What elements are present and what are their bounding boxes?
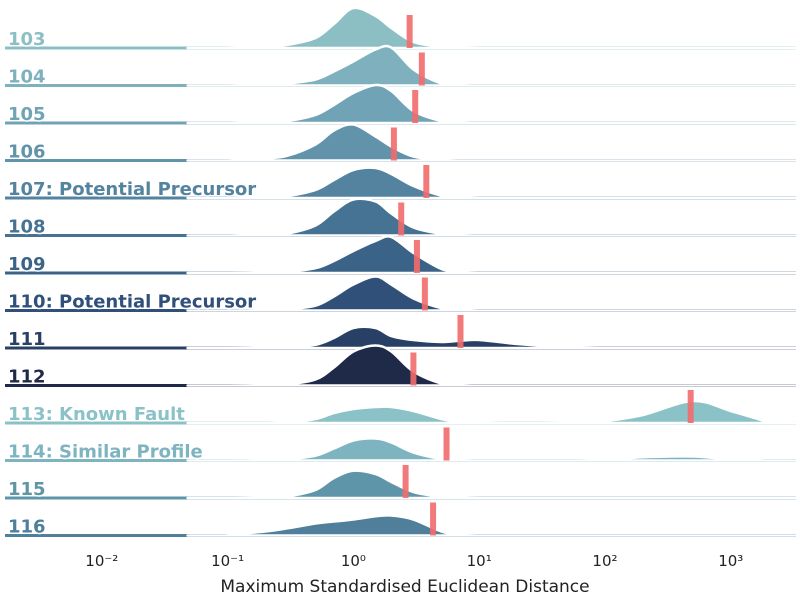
ridge-row: 110: Potential Precursor: [5, 275, 796, 314]
x-axis: 10⁻² 10⁻¹ 10⁰ 10¹ 10² 10³: [85, 552, 743, 570]
row-label: 111: [8, 329, 46, 350]
ridge-row: 113: Known Fault: [5, 390, 796, 427]
threshold-marker: [402, 465, 409, 498]
density-ridge: [186, 197, 796, 237]
density-ridge: [186, 514, 796, 537]
x-tick-label: 10³: [718, 552, 743, 570]
row-label: 116: [8, 517, 46, 538]
x-tick-label: 10¹: [467, 552, 492, 570]
density-ridge: [186, 235, 796, 275]
ridge-row: 107: Potential Precursor: [5, 165, 796, 202]
row-label: 107: Potential Precursor: [8, 179, 256, 200]
threshold-marker: [412, 90, 419, 123]
threshold-marker: [421, 277, 428, 311]
row-label: 104: [8, 67, 46, 88]
ridge-row: 105: [5, 83, 796, 127]
threshold-marker: [406, 15, 413, 48]
ridge-row: 109: [5, 235, 796, 277]
ridge-row: 112: [5, 344, 796, 389]
ridge-row: 108: [5, 197, 796, 239]
x-tick-label: 10⁻²: [85, 552, 118, 570]
density-ridge: [186, 399, 796, 425]
x-tick-label: 10⁻¹: [211, 552, 244, 570]
row-label: 105: [8, 104, 46, 125]
density-ridge: [186, 123, 796, 162]
density-ridge: [186, 344, 796, 387]
density-ridge: [186, 275, 796, 312]
row-label: 109: [8, 254, 46, 275]
row-label: 110: Potential Precursor: [8, 292, 256, 313]
ridge-row: 115: [5, 465, 796, 502]
ridges: 103 104 105 106 107: Potential Precursor 108 1…: [5, 6, 796, 539]
density-ridge: [186, 437, 796, 462]
row-label: 112: [8, 367, 46, 388]
x-tick-label: 10²: [592, 552, 617, 570]
density-ridge: [186, 469, 796, 500]
threshold-marker: [390, 127, 397, 161]
density-ridge: [186, 325, 796, 350]
row-label: 115: [8, 479, 46, 500]
ridge-row: 111: [5, 315, 796, 352]
density-ridge: [186, 44, 796, 87]
threshold-marker: [457, 315, 464, 348]
threshold-marker: [443, 427, 450, 461]
ridge-row: 106: [5, 123, 796, 164]
ridge-row: 116: [5, 502, 796, 539]
density-ridge: [186, 6, 796, 50]
row-label: 103: [8, 29, 46, 50]
threshold-marker: [410, 352, 417, 386]
row-label: 113: Known Fault: [8, 404, 185, 425]
row-label: 114: Similar Profile: [8, 442, 203, 463]
threshold-marker: [430, 502, 437, 536]
threshold-marker: [398, 202, 405, 236]
density-ridge: [186, 83, 796, 125]
ridge-row: 103: [5, 6, 796, 52]
row-label: 106: [8, 142, 46, 163]
row-label: 108: [8, 217, 46, 238]
threshold-marker: [413, 240, 420, 273]
threshold-marker: [418, 52, 425, 86]
x-axis-label: Maximum Standardised Euclidean Distance: [220, 577, 589, 597]
ridge-row: 104: [5, 44, 796, 89]
threshold-marker: [423, 165, 430, 198]
ridge-row: 114: Similar Profile: [5, 427, 796, 464]
density-ridge: [186, 166, 796, 200]
threshold-marker: [687, 390, 694, 423]
x-tick-label: 10⁰: [341, 552, 366, 570]
